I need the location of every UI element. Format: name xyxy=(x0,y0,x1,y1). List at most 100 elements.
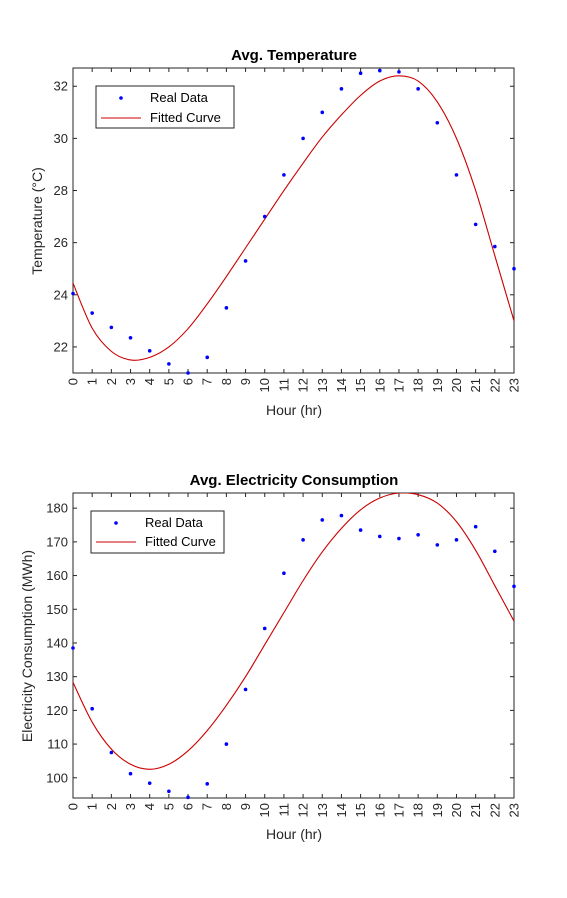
data-point xyxy=(435,120,440,125)
y-tick-label: 130 xyxy=(46,669,68,684)
x-tick-label: 22 xyxy=(487,378,502,392)
data-point xyxy=(339,513,344,518)
x-tick-label: 16 xyxy=(372,803,387,817)
data-point xyxy=(109,325,114,330)
data-point xyxy=(128,771,133,776)
y-tick-label: 24 xyxy=(54,287,68,302)
x-tick-label: 13 xyxy=(315,803,330,817)
x-tick-label: 7 xyxy=(200,803,215,810)
x-tick-label: 18 xyxy=(411,378,426,392)
temperature-chart: Avg. Temperature 0 1 2 3 4 5 6 7 8 9 10 11 12 13 14 15 1… xyxy=(29,47,522,418)
legend-marker-real-data xyxy=(114,521,118,525)
y-tick-labels: 22 24 26 28 30 32 xyxy=(54,79,514,354)
x-tick-label: 12 xyxy=(296,803,311,817)
data-point xyxy=(397,536,401,541)
legend-label-real-data: Real Data xyxy=(145,515,204,530)
y-tick-label: 32 xyxy=(54,79,68,94)
x-tick-label: 15 xyxy=(353,803,368,817)
fitted-curve-series xyxy=(73,75,514,361)
data-point xyxy=(224,742,229,746)
data-point xyxy=(512,584,516,589)
data-point xyxy=(90,706,94,711)
x-tick-label: 20 xyxy=(449,803,464,817)
data-point xyxy=(128,336,133,340)
x-tick-label: 0 xyxy=(66,378,81,385)
data-point xyxy=(416,532,420,537)
data-point xyxy=(243,259,248,263)
data-point xyxy=(320,110,325,115)
plot-frame xyxy=(72,67,515,374)
data-point xyxy=(243,687,248,692)
data-point xyxy=(339,87,344,91)
x-tick-label: 14 xyxy=(334,803,349,817)
legend-label-real-data: Real Data xyxy=(150,90,209,105)
x-tick-label: 8 xyxy=(219,378,234,385)
y-tick-labels: 100 110 120 130 140 150 160 170 180 xyxy=(46,501,514,785)
x-tick-label: 8 xyxy=(219,803,234,810)
legend-box xyxy=(90,510,225,554)
data-point xyxy=(358,528,363,532)
data-point xyxy=(397,70,401,74)
data-point xyxy=(493,549,497,554)
x-tick-label: 19 xyxy=(430,378,445,392)
legend-marker-real-data xyxy=(119,96,123,100)
data-point xyxy=(205,782,210,786)
x-tick-label: 12 xyxy=(296,378,311,392)
fitted-curve-series xyxy=(73,493,514,770)
x-tick-label: 19 xyxy=(430,803,445,817)
legend: Real Data Fitted Curve xyxy=(95,85,235,129)
x-tick-label: 9 xyxy=(238,378,253,385)
x-tick-labels: 0 1 2 3 4 5 6 7 8 9 10 11 12 13 14 15 16 17 18 19 20 21 22 23 xyxy=(66,68,522,392)
legend-label-fitted-curve: Fitted Curve xyxy=(150,110,221,125)
y-tick-label: 110 xyxy=(47,737,68,752)
x-tick-label: 21 xyxy=(468,378,483,392)
data-point xyxy=(493,244,497,249)
x-tick-label: 22 xyxy=(487,803,502,817)
plot-frame xyxy=(72,492,515,799)
data-point xyxy=(473,222,478,227)
fitted-curve-line xyxy=(73,493,514,770)
x-tick-label: 5 xyxy=(161,803,176,810)
y-tick-label: 150 xyxy=(46,602,68,617)
x-tick-label: 6 xyxy=(181,803,196,810)
legend-box xyxy=(95,85,235,129)
data-point xyxy=(320,518,325,522)
x-tick-label: 13 xyxy=(315,378,330,392)
data-point xyxy=(377,68,382,73)
y-tick-label: 120 xyxy=(46,703,68,718)
x-tick-label: 23 xyxy=(507,803,522,817)
data-point xyxy=(205,355,210,360)
x-tick-label: 17 xyxy=(391,803,406,817)
data-point xyxy=(282,571,286,576)
data-point xyxy=(109,750,114,755)
x-tick-label: 2 xyxy=(104,803,119,810)
x-tick-label: 14 xyxy=(334,378,349,392)
y-tick-label: 100 xyxy=(46,770,68,785)
x-tick-label: 5 xyxy=(161,378,176,385)
data-point xyxy=(301,136,305,141)
data-point xyxy=(377,534,382,539)
data-point xyxy=(262,214,267,219)
x-axis-label: Hour (hr) xyxy=(266,402,322,418)
data-point xyxy=(435,543,440,547)
data-point xyxy=(147,349,152,353)
y-tick-label: 140 xyxy=(46,635,68,650)
x-tick-label: 11 xyxy=(276,803,291,817)
y-axis-label: Temperature (°C) xyxy=(29,167,45,275)
chart-title: Avg. Electricity Consumption xyxy=(190,472,399,489)
y-tick-label: 22 xyxy=(54,339,68,354)
y-tick-label: 30 xyxy=(54,131,68,146)
data-point xyxy=(512,266,516,271)
y-tick-label: 160 xyxy=(46,568,68,583)
x-tick-label: 7 xyxy=(200,378,215,385)
chart-title: Avg. Temperature xyxy=(231,47,357,64)
x-tick-label: 17 xyxy=(391,378,406,392)
x-tick-label: 10 xyxy=(257,378,272,392)
data-point xyxy=(282,173,286,177)
x-tick-label: 6 xyxy=(181,378,196,385)
x-tick-label: 4 xyxy=(142,803,157,810)
real-data-series xyxy=(71,68,516,375)
data-point xyxy=(71,291,75,296)
